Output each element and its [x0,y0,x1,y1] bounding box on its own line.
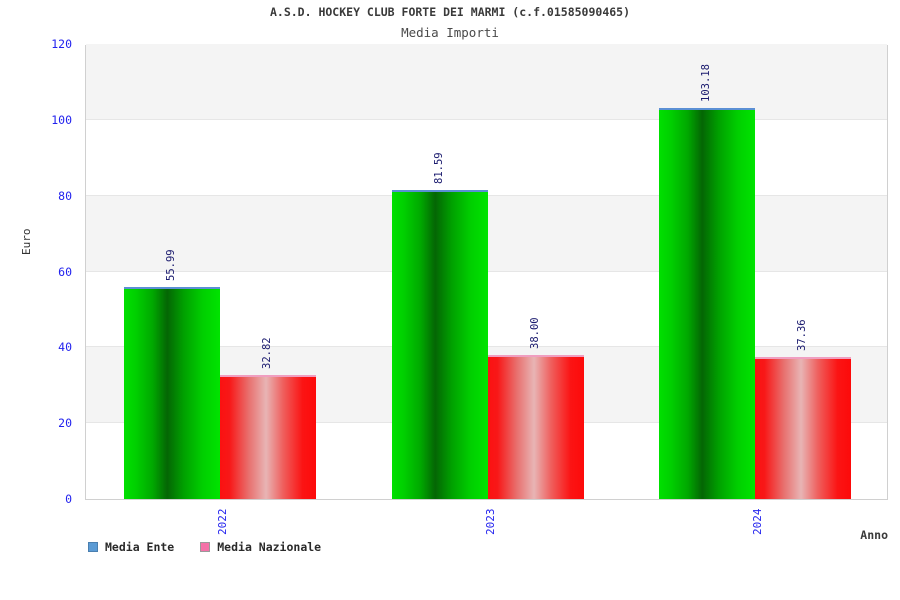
bar-value-label: 32.82 [260,336,273,369]
chart-subtitle: Media Importi [401,25,499,40]
legend-item-label: Media Nazionale [217,540,322,554]
x-axis-title: Anno [860,528,888,542]
legend-swatch-icon [88,542,98,552]
y-axis-tick-label: 20 [58,416,72,431]
y-axis-tick-label: 100 [51,112,72,127]
bar-media-ente-2023[interactable] [391,189,488,499]
legend-swatch-icon [200,542,211,552]
x-axis-tick-label: 2024 [751,508,765,536]
bar-media-nazionale-2022[interactable] [219,374,316,499]
plot-area: 55.99 32.82 81.59 38.00 103.18 37.36 [85,44,888,500]
bar-value-label: 55.99 [164,249,177,281]
chart-title: A.S.D. HOCKEY CLUB FORTE DEI MARMI (c.f.… [269,5,631,19]
y-axis-title: Euro [20,228,33,256]
bar-value-label: 38.00 [528,317,541,349]
bar-value-label: 37.36 [796,319,809,352]
gridline [86,118,887,120]
bar-media-nazionale-2024[interactable] [755,357,852,499]
bar-media-nazionale-2023[interactable] [487,354,584,499]
y-axis-tick-label: 0 [65,492,72,506]
bar-media-ente-2024[interactable] [659,107,756,499]
bar-value-label: 81.59 [432,152,445,184]
legend-item-media-ente[interactable]: Media Ente [88,540,174,554]
legend-item-label: Media Ente [105,540,175,554]
bar-media-ente-2022[interactable] [123,286,220,499]
bar-value-label: 103.18 [700,63,713,102]
y-axis-tick-label: 120 [51,37,72,51]
y-axis-tick-label: 60 [58,264,72,279]
x-axis-tick-label: 2023 [483,508,497,536]
plot-band [86,44,887,120]
chart-legend: Media Ente Media Nazionale [88,540,321,554]
x-axis-tick-label: 2022 [215,508,229,536]
y-axis-tick-label: 40 [58,340,72,355]
y-axis-tick-label: 80 [58,188,72,203]
legend-item-media-nazionale[interactable]: Media Nazionale [200,540,321,554]
